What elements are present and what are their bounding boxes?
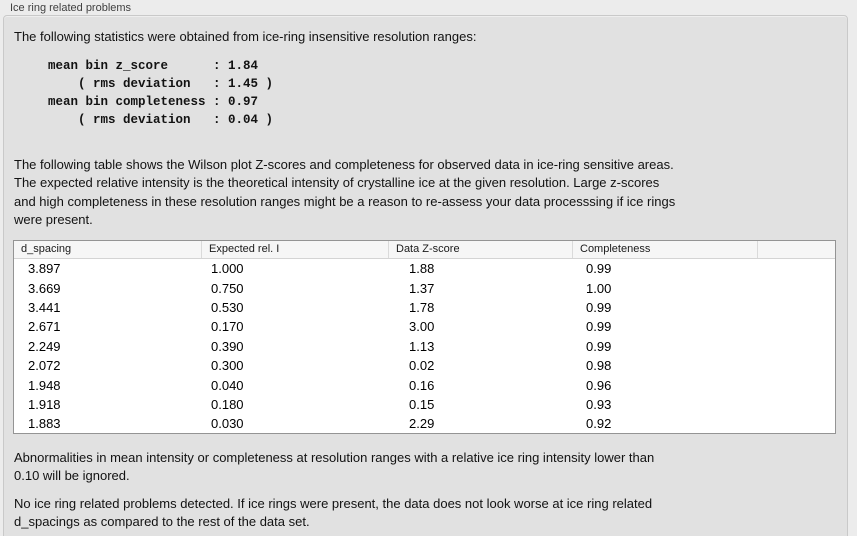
table-cell: 1.88 [409, 261, 435, 277]
table-cell: 0.390 [211, 338, 244, 354]
table-cell: 1.918 [28, 396, 61, 412]
table-cell: 2.29 [409, 416, 435, 432]
table-cell: 2.249 [28, 338, 61, 354]
table-cell: 0.02 [409, 358, 435, 374]
description-text: The following table shows the Wilson plo… [14, 156, 675, 229]
table-header-row: d_spacing Expected rel. I Data Z-score C… [14, 241, 835, 259]
table-row[interactable]: 2.072 0.300 0.02 0.98 [14, 356, 835, 375]
table-cell: 1.883 [28, 416, 61, 432]
footnote-line: 0.10 will be ignored. [14, 468, 130, 484]
table-cell: 1.13 [409, 338, 435, 354]
table-cell: 0.15 [409, 396, 435, 412]
table-row[interactable]: 2.249 0.390 1.13 0.99 [14, 337, 835, 356]
table-cell: 1.78 [409, 299, 435, 315]
table-cell: 0.16 [409, 377, 435, 393]
column-header-empty[interactable] [758, 241, 835, 258]
table-cell: 0.99 [586, 261, 612, 277]
table-cell: 0.030 [211, 416, 244, 432]
footnote-text: Abnormalities in mean intensity or compl… [14, 449, 654, 486]
table-row[interactable]: 3.669 0.750 1.37 1.00 [14, 278, 835, 297]
conclusion-line: d_spacings as compared to the rest of th… [14, 514, 310, 530]
table-cell: 2.671 [28, 319, 61, 335]
table-cell: 2.072 [28, 358, 61, 374]
table-body: 3.897 1.000 1.88 0.99 3.669 0.750 1.37 1.00 3.44… [14, 259, 835, 434]
table-cell: 0.180 [211, 396, 244, 412]
column-header-expected-rel-i[interactable]: Expected rel. I [202, 241, 389, 258]
description-line: The following table shows the Wilson plo… [14, 157, 674, 172]
table-cell: 0.96 [586, 377, 612, 393]
table-row[interactable]: 1.883 0.030 2.29 0.92 [14, 414, 835, 433]
table-cell: 1.000 [211, 261, 244, 277]
ice-ring-table[interactable]: d_spacing Expected rel. I Data Z-score C… [13, 240, 836, 434]
conclusion-line: No ice ring related problems detected. I… [14, 496, 653, 511]
table-cell: 3.441 [28, 299, 61, 315]
table-cell: 3.897 [28, 261, 61, 277]
table-cell: 0.300 [211, 358, 244, 374]
column-header-completeness[interactable]: Completeness [573, 241, 758, 258]
table-row[interactable]: 3.897 1.000 1.88 0.99 [14, 259, 835, 278]
table-cell: 0.040 [211, 377, 244, 393]
table-cell: 1.00 [586, 280, 612, 296]
table-cell: 0.99 [586, 338, 612, 354]
table-cell: 3.00 [409, 319, 435, 335]
footnote-line: Abnormalities in mean intensity or compl… [14, 450, 655, 465]
table-cell: 0.92 [586, 416, 612, 432]
column-header-d-spacing[interactable]: d_spacing [14, 241, 202, 258]
table-cell: 0.750 [211, 280, 244, 296]
conclusion-text: No ice ring related problems detected. I… [14, 495, 652, 532]
description-line: were present. [14, 211, 93, 227]
table-cell: 1.37 [409, 280, 435, 296]
table-cell: 0.93 [586, 396, 612, 412]
table-cell: 0.99 [586, 299, 612, 315]
table-cell: 0.98 [586, 358, 612, 374]
description-line: and high completeness in these resolutio… [14, 193, 676, 209]
table-row[interactable]: 1.948 0.040 0.16 0.96 [14, 375, 835, 394]
table-cell: 0.530 [211, 299, 244, 315]
panel-title: Ice ring related problems [10, 2, 132, 14]
table-cell: 1.948 [28, 377, 61, 393]
table-cell: 0.170 [211, 319, 244, 335]
column-header-data-z-score[interactable]: Data Z-score [389, 241, 573, 258]
intro-text: The following statistics were obtained f… [14, 29, 477, 44]
description-line: The expected relative intensity is the t… [14, 175, 660, 191]
table-row[interactable]: 2.671 0.170 3.00 0.99 [14, 317, 835, 336]
table-cell: 0.99 [586, 319, 612, 335]
table-row[interactable]: 3.441 0.530 1.78 0.99 [14, 298, 835, 317]
stats-block: mean bin z_score : 1.84 ( rms deviation … [48, 59, 274, 127]
table-cell: 3.669 [28, 280, 61, 296]
table-row[interactable]: 1.918 0.180 0.15 0.93 [14, 395, 835, 414]
